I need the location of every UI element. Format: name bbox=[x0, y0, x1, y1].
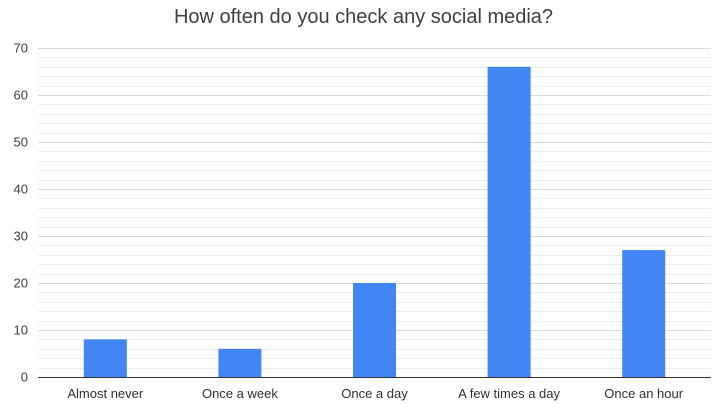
y-tick-label: 20 bbox=[14, 276, 28, 291]
y-tick-label: 50 bbox=[14, 135, 28, 150]
bar bbox=[218, 348, 262, 377]
bar bbox=[622, 250, 666, 377]
bar bbox=[487, 66, 531, 378]
bar bbox=[83, 339, 127, 377]
x-category-label: A few times a day bbox=[458, 386, 560, 401]
y-tick-label: 70 bbox=[14, 41, 28, 56]
x-category-label: Once a week bbox=[202, 386, 278, 401]
y-tick-label: 0 bbox=[21, 370, 28, 385]
x-category-label: Once an hour bbox=[604, 386, 683, 401]
y-tick-label: 10 bbox=[14, 323, 28, 338]
chart-title: How often do you check any social media? bbox=[173, 6, 554, 28]
x-category-label: Almost never bbox=[67, 386, 144, 401]
x-category-label: Once a day bbox=[341, 386, 408, 401]
y-tick-label: 40 bbox=[14, 182, 28, 197]
y-tick-label: 60 bbox=[14, 88, 28, 103]
bars bbox=[83, 66, 666, 378]
y-tick-label: 30 bbox=[14, 229, 28, 244]
bar bbox=[353, 283, 396, 377]
axes: 0 10 20 30 40 50 60 70 Almost never Once a week On… bbox=[14, 41, 711, 401]
